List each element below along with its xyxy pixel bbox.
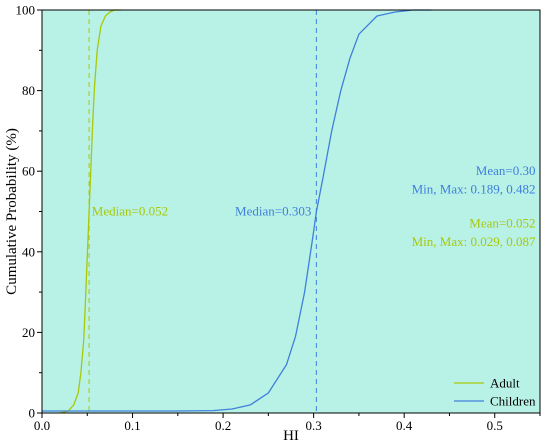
x-tick-label: 0.1 bbox=[124, 418, 140, 433]
legend-label-children: Children bbox=[490, 394, 536, 409]
annotation-children-median: Median=0.303 bbox=[235, 204, 311, 219]
x-tick-label: 0.0 bbox=[34, 418, 50, 433]
y-axis: 0 20 40 60 80 100 bbox=[16, 3, 42, 421]
y-tick-label: 60 bbox=[22, 164, 35, 179]
x-tick-label: 0.2 bbox=[215, 418, 231, 433]
series-line-children bbox=[42, 9, 432, 412]
y-tick-label: 80 bbox=[22, 83, 35, 98]
y-tick-label: 20 bbox=[22, 325, 35, 340]
annotation-children-mean: Mean=0.30 bbox=[476, 163, 536, 178]
legend-label-adult: Adult bbox=[490, 376, 520, 391]
x-axis-label: HI bbox=[283, 428, 299, 444]
legend: Adult Children bbox=[454, 376, 536, 409]
annotations: Median=0.052 Median=0.303 Mean=0.30 Min, Ma… bbox=[92, 163, 536, 249]
x-tick-label: 0.5 bbox=[487, 418, 503, 433]
x-tick-label: 0.3 bbox=[306, 418, 322, 433]
annotation-adult-median: Median=0.052 bbox=[92, 204, 168, 219]
y-axis-label: Cumulative Probability (%) bbox=[4, 128, 20, 295]
annotation-adult-mean: Mean=0.052 bbox=[469, 216, 535, 231]
y-tick-label: 0 bbox=[29, 406, 36, 421]
x-tick-label: 0.4 bbox=[396, 418, 413, 433]
annotation-children-minmax: Min, Max: 0.189, 0.482 bbox=[412, 181, 536, 196]
y-tick-label: 100 bbox=[16, 3, 36, 18]
series-line-adult bbox=[59, 9, 121, 414]
annotation-adult-minmax: Min, Max: 0.029, 0.087 bbox=[412, 234, 536, 249]
y-tick-label: 40 bbox=[22, 244, 35, 259]
plot-background bbox=[42, 10, 540, 413]
x-axis: 0.0 0.1 0.2 0.3 0.4 0.5 bbox=[34, 413, 541, 433]
series-lines bbox=[42, 9, 432, 414]
